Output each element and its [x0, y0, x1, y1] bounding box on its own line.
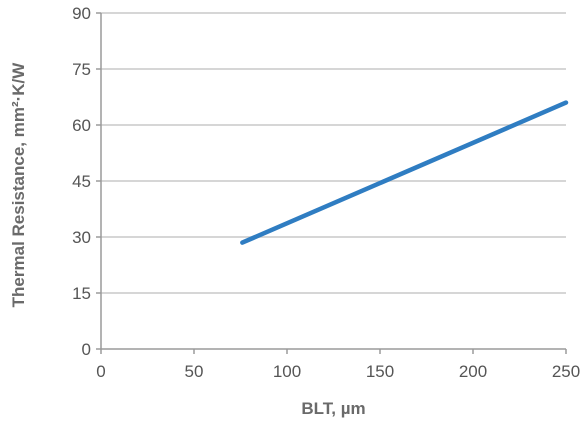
series-line-0	[240, 100, 569, 245]
y-tick-label: 90	[72, 4, 91, 23]
x-tick-label: 0	[96, 362, 105, 381]
x-tick-labels: 0 50 100 150 200 250	[96, 349, 580, 381]
gridlines	[96, 12, 566, 350]
x-tick-label: 150	[366, 362, 394, 381]
y-tick-label: 60	[72, 116, 91, 135]
x-tick-label: 100	[273, 362, 301, 381]
y-tick-labels: 0 15 30 45 60 75 90	[72, 4, 91, 359]
axes	[100, 13, 566, 350]
y-tick-label: 45	[72, 172, 91, 191]
series-group	[240, 100, 569, 245]
y-tick-label: 15	[72, 284, 91, 303]
y-tick-label: 30	[72, 228, 91, 247]
y-tick-label: 0	[82, 340, 91, 359]
x-tick-label: 200	[459, 362, 487, 381]
x-tick-label: 250	[552, 362, 580, 381]
y-tick-label: 75	[72, 60, 91, 79]
x-axis-label: BLT, µm	[301, 399, 365, 418]
y-axis-label: Thermal Resistance, mm²·K/W	[9, 62, 28, 308]
x-tick-label: 50	[185, 362, 204, 381]
